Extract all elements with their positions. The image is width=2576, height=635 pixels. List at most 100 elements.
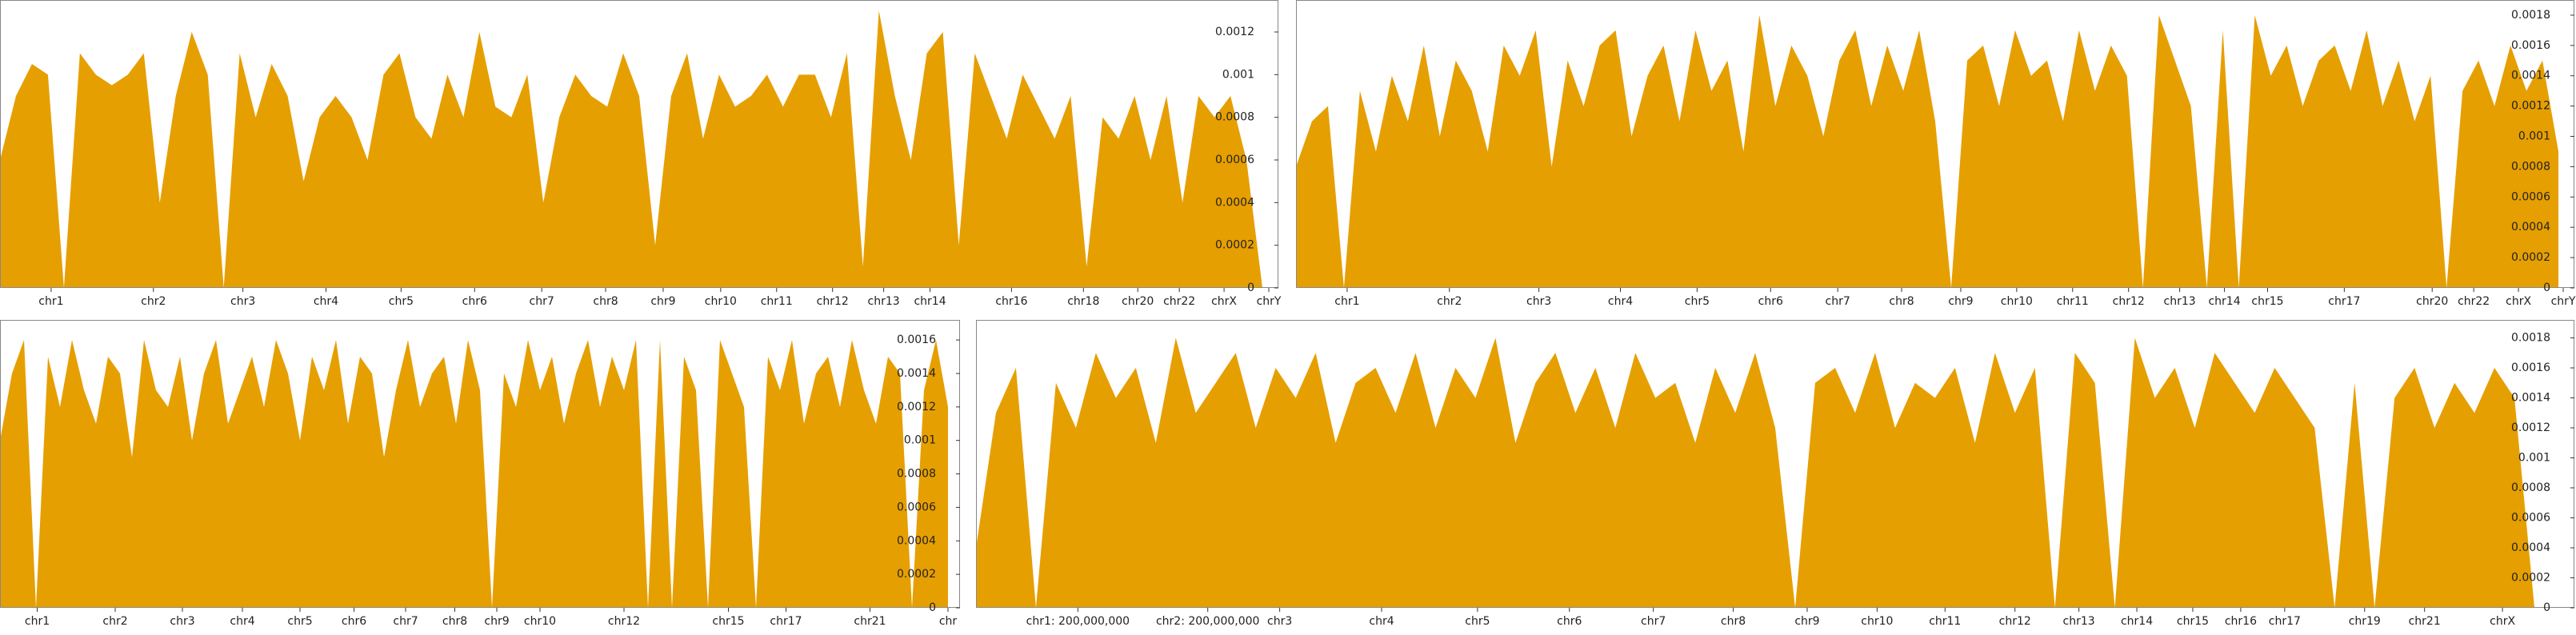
x-tick-label: chr13 bbox=[868, 295, 900, 308]
x-tick-label: chr16 bbox=[2225, 615, 2257, 628]
x-tick-label: chr2 bbox=[1437, 295, 1462, 308]
area bbox=[0, 10, 1263, 288]
x-tick-label: chr5 bbox=[1465, 615, 1490, 628]
x-tick-label: chr19 bbox=[2349, 615, 2381, 628]
panel-border bbox=[976, 320, 2574, 608]
y-tick-label: 0.001 bbox=[2518, 452, 2550, 465]
x-tick-label: chr14 bbox=[2208, 295, 2240, 308]
x-tick-label: chr11 bbox=[1929, 615, 1961, 628]
x-tick-label: chr10 bbox=[2001, 295, 2033, 308]
x-tick-label: chr13 bbox=[2063, 615, 2095, 628]
x-tick-label: chr18 bbox=[1067, 295, 1099, 308]
y-tick-label: 0.0016 bbox=[2511, 361, 2550, 374]
y-tick-label: 0 bbox=[929, 601, 936, 614]
x-tick-label: chr16 bbox=[995, 295, 1027, 308]
x-tick-label: chr3 bbox=[230, 295, 255, 308]
x-tick-label: chr9 bbox=[484, 615, 509, 628]
x-tick-label: chr3 bbox=[1526, 295, 1551, 308]
y-tick-label: 0.001 bbox=[904, 434, 936, 447]
x-tick-label: chr1 bbox=[38, 295, 63, 308]
x-tick-label: chr11 bbox=[2057, 295, 2089, 308]
x-tick-label: chr3 bbox=[170, 615, 194, 628]
x-tick-label: chr10 bbox=[1861, 615, 1893, 628]
x-tick-label: chr11 bbox=[761, 295, 793, 308]
y-tick-label: 0.0004 bbox=[1215, 196, 1254, 209]
y-tick-label: 0.0002 bbox=[1215, 239, 1254, 252]
x-tick-label: chrX bbox=[2506, 295, 2531, 308]
y-tick-label: 0.0014 bbox=[2511, 70, 2550, 82]
x-tick-label: chr9 bbox=[1794, 615, 1819, 628]
panel: 0 0.0002 0.0004 0.0006 0.0008 0.001 0.0012 0.00… bbox=[1296, 0, 2576, 308]
x-tick-label: chr2 bbox=[102, 615, 127, 628]
x-tick-label: chr8 bbox=[1889, 295, 1914, 308]
y-tick-label: 0.0002 bbox=[2511, 251, 2550, 264]
x-tick-label: chr1 bbox=[25, 615, 50, 628]
x-tick-label: chrY bbox=[2551, 295, 2576, 308]
x-tick-label: chr13 bbox=[2164, 295, 2196, 308]
x-tick-label: chr15 bbox=[2177, 615, 2209, 628]
x-tick-label: chr5 bbox=[287, 615, 312, 628]
x-tick-label: chr6 bbox=[1758, 295, 1783, 308]
y-tick-label: 0.0012 bbox=[1215, 26, 1254, 38]
x-tick-label: chr9 bbox=[1948, 295, 1973, 308]
x-tick-label: chr20 bbox=[2416, 295, 2448, 308]
y-tick-label: 0.0006 bbox=[2511, 512, 2550, 525]
panel: 0 0.0002 0.0004 0.0006 0.0008 0.001 0.0012 chr1… bbox=[0, 0, 1282, 308]
x-tick-label: chr12 bbox=[2113, 295, 2145, 308]
x-tick-label: chrY bbox=[1257, 295, 1282, 308]
y-tick-label: 0.0008 bbox=[2511, 481, 2550, 494]
y-tick-label: 0.001 bbox=[2518, 130, 2550, 143]
x-tick-label: chr10 bbox=[524, 615, 556, 628]
y-tick-label: 0.001 bbox=[1222, 68, 1254, 81]
y-tick-label: 0.0012 bbox=[2511, 100, 2550, 113]
y-tick-label: 0.0008 bbox=[2511, 160, 2550, 173]
x-tick-label: chr12 bbox=[1999, 615, 2031, 628]
x-tick-label: chr14 bbox=[2121, 615, 2153, 628]
x-tick-label: chr4 bbox=[314, 295, 338, 308]
panel-border bbox=[1296, 0, 2574, 288]
x-tick-label: chr12 bbox=[608, 615, 640, 628]
y-tick-label: 0.0008 bbox=[897, 468, 936, 481]
panel: 0 0.0002 0.0004 0.0006 0.0008 0.001 0.0012 0.00… bbox=[976, 320, 2574, 628]
x-tick-label: chr22 bbox=[1163, 295, 1195, 308]
x-tick-label: chr17 bbox=[2328, 295, 2360, 308]
x-tick-label: chr17 bbox=[770, 615, 802, 628]
x-tick-label: chr1: 200,000,000 bbox=[1026, 615, 1130, 628]
area bbox=[1296, 14, 2559, 289]
x-tick-label: chrX bbox=[2490, 615, 2515, 628]
x-tick-label: chr4 bbox=[1608, 295, 1633, 308]
x-tick-label: chr4 bbox=[230, 615, 254, 628]
y-tick-label: 0.0006 bbox=[1215, 154, 1254, 166]
y-tick-label: 0.0008 bbox=[1215, 111, 1254, 124]
y-tick-label: 0.0012 bbox=[897, 401, 936, 413]
y-tick-label: 0.0012 bbox=[2511, 421, 2550, 434]
x-tick-label: chr7 bbox=[1641, 615, 1666, 628]
y-tick-label: 0.0002 bbox=[2511, 572, 2550, 585]
y-tick-label: 0.0018 bbox=[2511, 9, 2550, 22]
y-tick-label: 0 bbox=[2543, 601, 2550, 614]
panel: 0 0.0002 0.0004 0.0006 0.0008 0.001 0.0012 0.00… bbox=[0, 320, 960, 628]
x-tick-label: chr21 bbox=[854, 615, 886, 628]
x-tick-label: chr8 bbox=[442, 615, 467, 628]
x-tick-label: chr7 bbox=[393, 615, 418, 628]
x-tick-label: chr5 bbox=[1685, 295, 1710, 308]
x-tick-label: chr7 bbox=[530, 295, 554, 308]
x-tick-label: chr6 bbox=[342, 615, 366, 628]
x-tick-label: chr7 bbox=[1826, 295, 1850, 308]
x-tick-label: chr22 bbox=[2458, 295, 2490, 308]
x-tick-label: chr bbox=[939, 615, 958, 628]
x-tick-label: chr3 bbox=[1267, 615, 1292, 628]
y-tick-label: 0.0014 bbox=[897, 367, 936, 380]
x-tick-label: chr5 bbox=[389, 295, 414, 308]
x-tick-label: chr8 bbox=[1721, 615, 1746, 628]
x-tick-label: chr21 bbox=[2409, 615, 2441, 628]
y-tick-label: 0.0004 bbox=[897, 534, 936, 547]
x-tick-label: chr2: 200,000,000 bbox=[1156, 615, 1259, 628]
x-tick-label: chr2 bbox=[141, 295, 166, 308]
x-tick-label: chr12 bbox=[817, 295, 849, 308]
y-tick-label: 0 bbox=[2543, 282, 2550, 294]
area bbox=[0, 340, 948, 608]
y-tick-label: 0.0016 bbox=[897, 333, 936, 346]
